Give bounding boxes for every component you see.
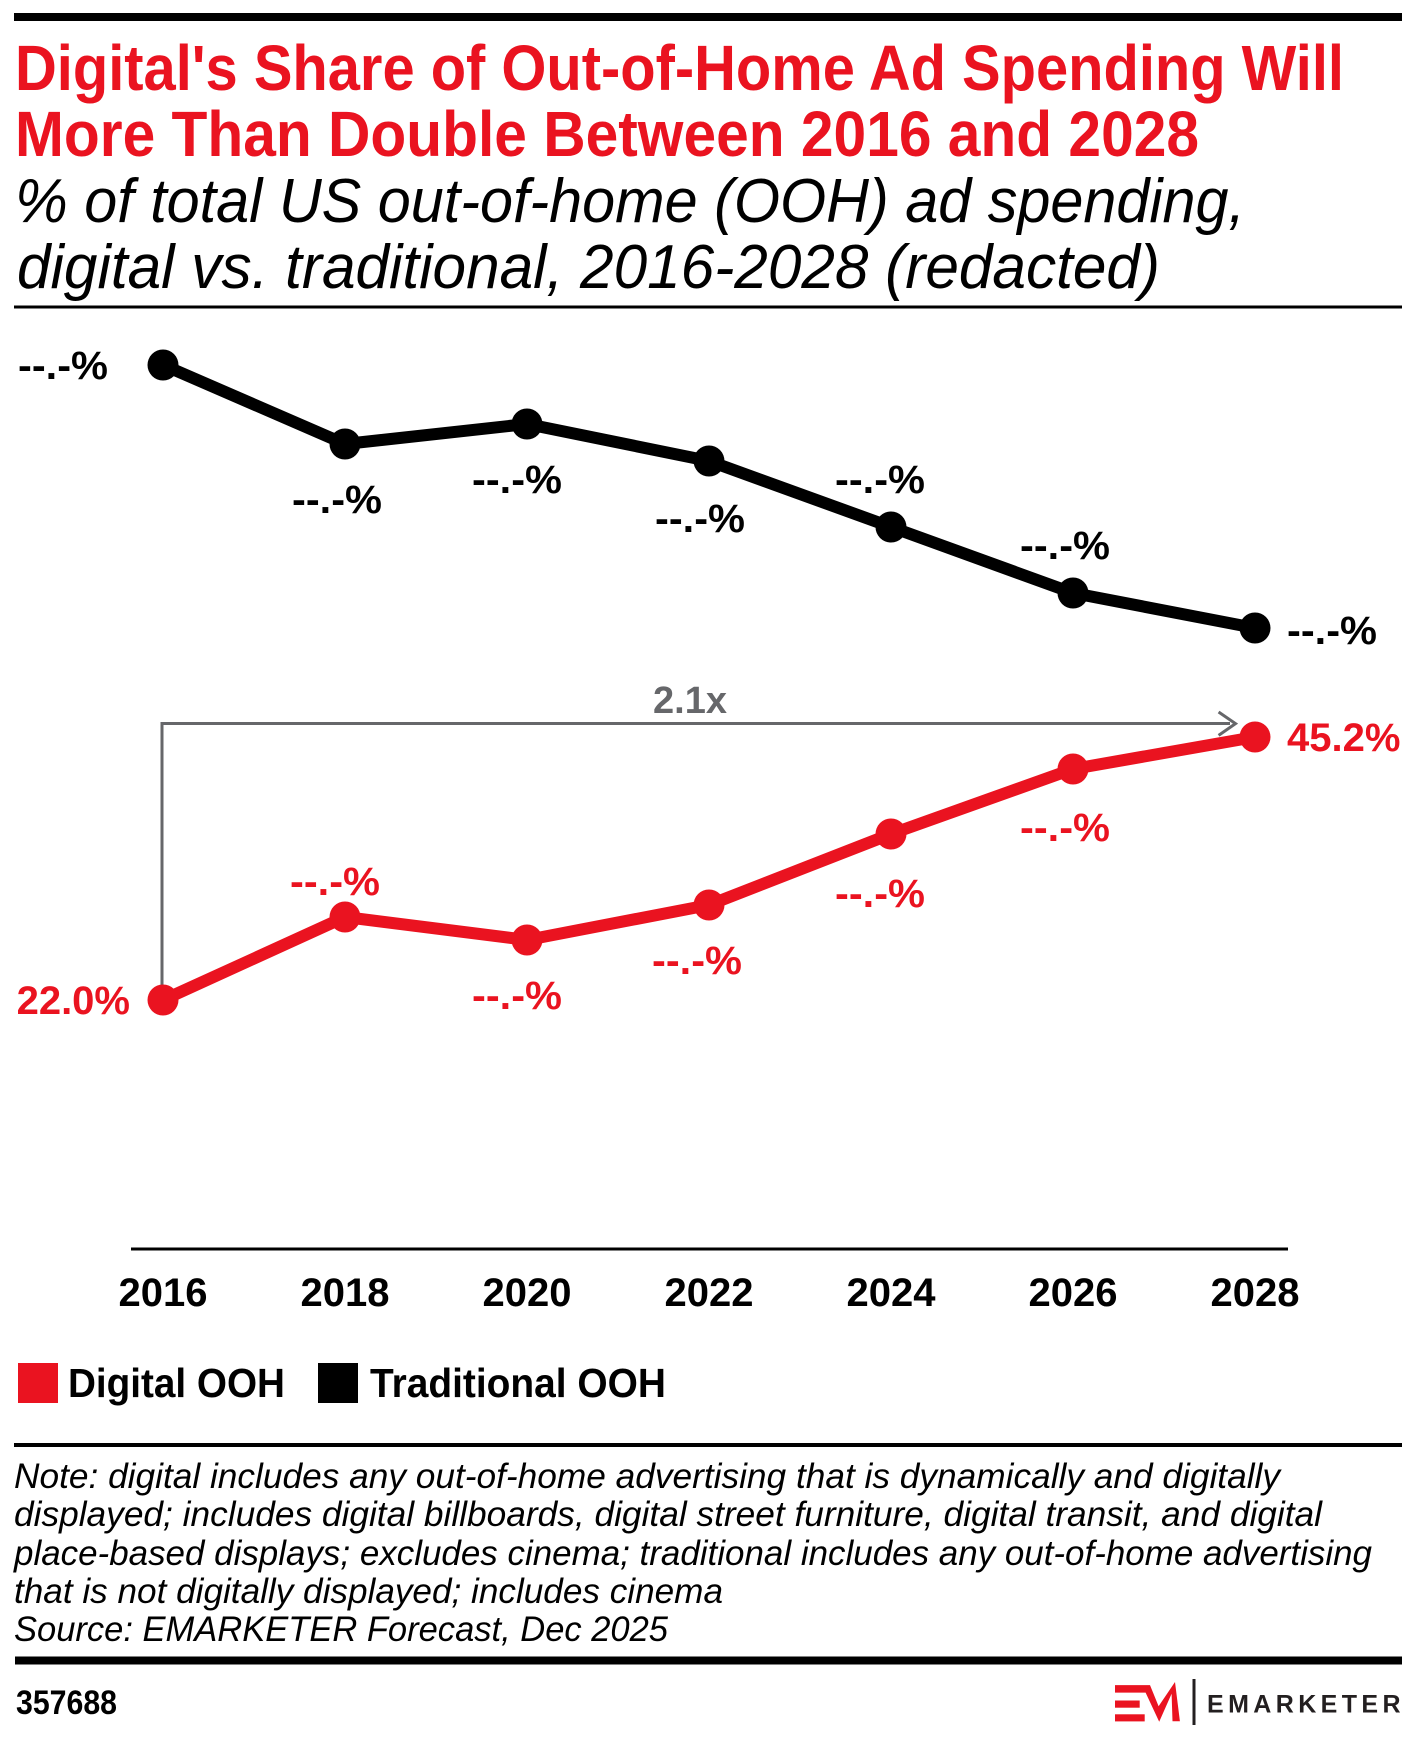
svg-text:--.-%: --.-% — [835, 458, 925, 502]
svg-text:Note: digital includes any out: Note: digital includes any out-of-home a… — [14, 1457, 1283, 1496]
svg-text:place-based displays; excludes: place-based displays; excludes cinema; t… — [13, 1534, 1373, 1573]
svg-text:Digital OOH: Digital OOH — [68, 1360, 285, 1406]
svg-text:EMARKETER: EMARKETER — [1207, 1691, 1405, 1719]
svg-text:Digital's Share of Out-of-Home: Digital's Share of Out-of-Home Ad Spendi… — [15, 32, 1344, 104]
svg-text:--.-%: --.-% — [18, 344, 108, 388]
svg-text:2028: 2028 — [1211, 1271, 1300, 1315]
svg-text:2022: 2022 — [665, 1271, 754, 1315]
svg-text:2018: 2018 — [301, 1271, 390, 1315]
svg-text:--.-%: --.-% — [655, 497, 745, 541]
svg-text:that is not digitally displaye: that is not digitally displayed; include… — [14, 1572, 723, 1611]
svg-text:--.-%: --.-% — [290, 860, 380, 904]
svg-text:--.-%: --.-% — [292, 478, 382, 522]
svg-text:Source: EMARKETER Forecast, De: Source: EMARKETER Forecast, Dec 2025 — [14, 1610, 669, 1649]
svg-text:--.-%: --.-% — [472, 458, 562, 502]
svg-text:2026: 2026 — [1029, 1271, 1118, 1315]
svg-text:--.-%: --.-% — [472, 974, 562, 1018]
svg-text:357688: 357688 — [16, 1684, 117, 1722]
svg-text:2024: 2024 — [847, 1271, 937, 1315]
svg-text:--.-%: --.-% — [652, 939, 742, 983]
svg-text:--.-%: --.-% — [1287, 609, 1377, 653]
svg-text:22.0%: 22.0% — [17, 979, 130, 1023]
svg-text:--.-%: --.-% — [1020, 806, 1110, 850]
svg-text:digital vs. traditional, 2016-: digital vs. traditional, 2016-2028 (reda… — [17, 233, 1160, 302]
svg-text:2016: 2016 — [119, 1271, 208, 1315]
svg-text:% of total US out-of-home (OOH: % of total US out-of-home (OOH) ad spend… — [15, 167, 1245, 236]
svg-text:More Than Double Between 2016: More Than Double Between 2016 and 2028 — [15, 98, 1199, 170]
svg-text:--.-%: --.-% — [835, 872, 925, 916]
svg-text:Traditional OOH: Traditional OOH — [370, 1360, 666, 1406]
svg-text:displayed; includes digital bi: displayed; includes digital billboards, … — [14, 1495, 1323, 1534]
svg-text:45.2%: 45.2% — [1287, 716, 1400, 760]
svg-text:--.-%: --.-% — [1020, 524, 1110, 568]
svg-text:2020: 2020 — [483, 1271, 572, 1315]
svg-text:2.1x: 2.1x — [653, 680, 727, 722]
